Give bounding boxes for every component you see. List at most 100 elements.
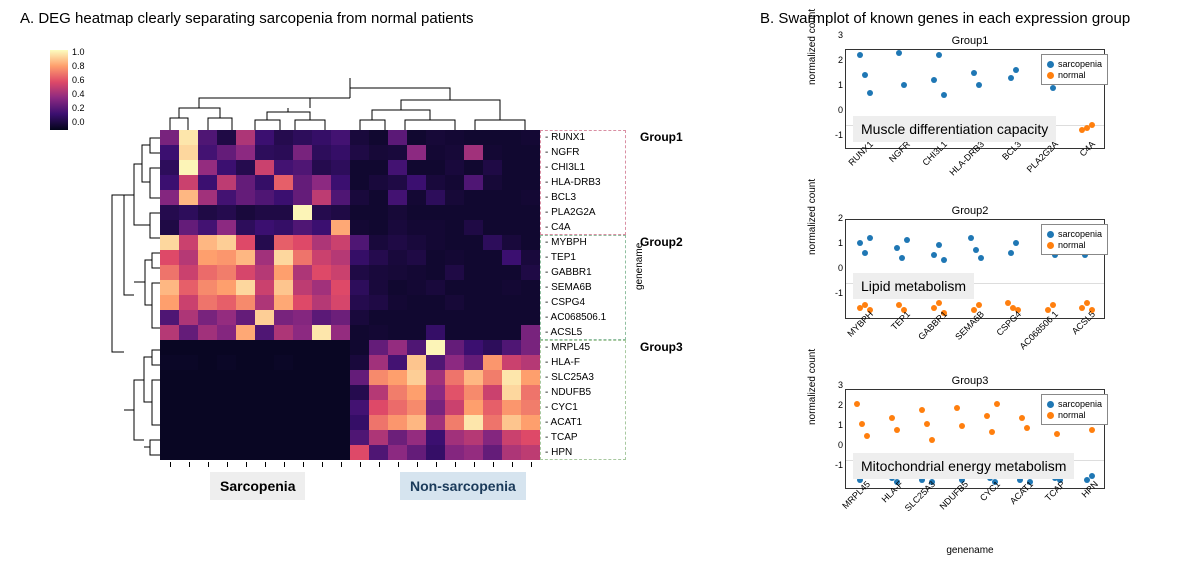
heatmap-cell	[293, 235, 312, 250]
heatmap-cell	[255, 370, 274, 385]
heatmap-cell	[350, 145, 369, 160]
heatmap-cell	[483, 370, 502, 385]
heatmap-cell	[217, 175, 236, 190]
heatmap-cell	[293, 310, 312, 325]
heatmap-cell	[388, 145, 407, 160]
data-point	[936, 52, 942, 58]
heatmap-cell	[160, 445, 179, 460]
heatmap-cell	[198, 145, 217, 160]
heatmap-cell	[217, 265, 236, 280]
x-ticks: MRPL45HLA-FSLC25A3NDUFB5CYC1ACAT1TCAPHPN	[845, 479, 1105, 513]
data-point	[889, 415, 895, 421]
heatmap-cell	[198, 250, 217, 265]
heatmap-cell	[160, 400, 179, 415]
heatmap-cell	[445, 190, 464, 205]
heatmap-cell	[426, 445, 445, 460]
heatmap-cell	[521, 160, 540, 175]
heatmap-cell	[483, 385, 502, 400]
heatmap-cell	[312, 250, 331, 265]
colorbar-tick: 0.8	[72, 62, 85, 71]
heatmap-cell	[331, 295, 350, 310]
heatmap-cell	[274, 175, 293, 190]
group-label: Group1	[640, 130, 683, 144]
heatmap-cell	[369, 400, 388, 415]
genename-label: genename	[760, 545, 1180, 556]
heatmap-cell	[407, 220, 426, 235]
swarm-plot-1: Group1sarcopenianormal-10123normalized c…	[805, 35, 1135, 175]
heatmap-cell	[236, 205, 255, 220]
heatmap-cell	[255, 310, 274, 325]
x-tick	[531, 462, 532, 467]
heatmap-cell	[312, 295, 331, 310]
heatmap-cell	[160, 250, 179, 265]
heatmap-cell	[198, 430, 217, 445]
heatmap-cell	[483, 250, 502, 265]
heatmap-cell	[236, 310, 255, 325]
heatmap-cell	[445, 355, 464, 370]
heatmap-cell	[426, 190, 445, 205]
heatmap-cell	[274, 235, 293, 250]
heatmap-cell	[331, 355, 350, 370]
data-point	[1013, 240, 1019, 246]
heatmap-cell	[255, 415, 274, 430]
row-dendrogram	[100, 130, 160, 460]
heatmap-cell	[331, 145, 350, 160]
heatmap-cell	[350, 340, 369, 355]
heatmap-cell	[312, 235, 331, 250]
row-label: - MRPL45	[545, 340, 635, 355]
data-point	[1013, 67, 1019, 73]
heatmap-cell	[160, 265, 179, 280]
heatmap-cell	[331, 160, 350, 175]
heatmap-cell	[293, 355, 312, 370]
heatmap-cell	[160, 175, 179, 190]
swarm-overlay: Mitochondrial energy metabolism	[853, 453, 1074, 479]
data-point	[867, 90, 873, 96]
yaxis-label: genename	[634, 243, 645, 290]
heatmap-cell	[198, 130, 217, 145]
heatmap-cell	[255, 160, 274, 175]
heatmap-cell	[407, 415, 426, 430]
heatmap-cell	[369, 445, 388, 460]
heatmap-cell	[464, 160, 483, 175]
heatmap-cell	[312, 220, 331, 235]
heatmap-cell	[236, 325, 255, 340]
heatmap-cell	[483, 190, 502, 205]
heatmap-cell	[388, 205, 407, 220]
heatmap-cell	[179, 220, 198, 235]
x-tick	[189, 462, 190, 467]
heatmap-cell	[198, 385, 217, 400]
heatmap-cell	[464, 370, 483, 385]
heatmap-cell	[293, 190, 312, 205]
heatmap-cell	[255, 325, 274, 340]
heatmap-shell: - RUNX1- NGFR- CHI3L1- HLA-DRB3- BCL3- P…	[100, 70, 660, 530]
heatmap-cell	[445, 340, 464, 355]
heatmap-cell	[502, 415, 521, 430]
heatmap-cell	[445, 160, 464, 175]
category-sarcopenia: Sarcopenia	[210, 472, 305, 500]
heatmap-cell	[293, 265, 312, 280]
heatmap-cell	[369, 415, 388, 430]
heatmap-cell	[217, 250, 236, 265]
heatmap-cell	[274, 145, 293, 160]
heatmap-cell	[331, 130, 350, 145]
heatmap-cell	[388, 175, 407, 190]
heatmap-cell	[236, 190, 255, 205]
heatmap-cell	[312, 415, 331, 430]
heatmap-cell	[331, 445, 350, 460]
heatmap-cell	[521, 175, 540, 190]
y-ticks: -10123	[827, 375, 843, 475]
heatmap-cell	[217, 235, 236, 250]
heatmap-cell	[331, 400, 350, 415]
heatmap-cell	[369, 325, 388, 340]
heatmap-cell	[464, 400, 483, 415]
heatmap-cell	[388, 160, 407, 175]
x-tick	[303, 462, 304, 467]
heatmap-cell	[293, 130, 312, 145]
heatmap-cell	[198, 340, 217, 355]
data-point	[901, 82, 907, 88]
data-point	[919, 407, 925, 413]
heatmap-cell	[502, 205, 521, 220]
heatmap-cell	[198, 355, 217, 370]
data-point	[1050, 302, 1056, 308]
heatmap-cell	[198, 280, 217, 295]
